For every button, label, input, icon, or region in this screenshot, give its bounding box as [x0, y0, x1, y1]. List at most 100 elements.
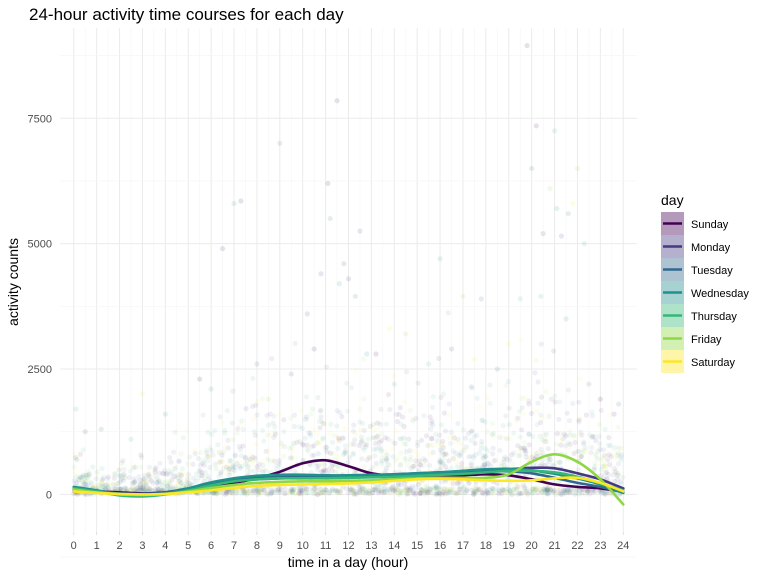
scatter-point [471, 491, 477, 497]
scatter-point [489, 431, 495, 438]
scatter-point [374, 434, 380, 440]
scatter-point [320, 468, 327, 474]
scatter-point [544, 487, 551, 493]
scatter-point [317, 425, 323, 431]
scatter-point [511, 487, 517, 493]
scatter-point [417, 486, 423, 492]
scatter-point [504, 489, 510, 495]
scatter-point [437, 460, 443, 466]
legend-item-thursday: Thursday [661, 304, 737, 327]
scatter-point [481, 461, 487, 467]
scatter-point [325, 180, 331, 187]
scatter-point [329, 486, 336, 492]
scatter-point [560, 436, 566, 442]
scatter-point [584, 487, 591, 494]
scatter-point [112, 486, 119, 492]
scatter-point [268, 490, 274, 496]
scatter-point [507, 489, 513, 496]
scatter-point [336, 489, 343, 495]
scatter-point [429, 442, 435, 448]
scatter-point [515, 484, 521, 490]
scatter-point [103, 482, 109, 488]
scatter-point [315, 451, 321, 457]
scatter-point [540, 231, 546, 237]
scatter-point [319, 461, 325, 467]
scatter-point [146, 484, 152, 490]
scatter-point [112, 471, 118, 477]
scatter-point [543, 431, 550, 437]
scatter-point [327, 450, 334, 456]
scatter-point [342, 443, 349, 449]
scatter-point [584, 489, 590, 495]
scatter-point [561, 488, 567, 494]
scatter-point [513, 418, 520, 424]
scatter-point [99, 478, 105, 484]
scatter-point [372, 453, 378, 459]
scatter-point [327, 490, 333, 496]
scatter-point [422, 488, 428, 494]
scatter-point [193, 471, 200, 477]
scatter-point [304, 490, 310, 496]
scatter-point [320, 489, 326, 495]
scatter-point [543, 435, 549, 441]
scatter-point [180, 483, 186, 489]
scatter-point [259, 396, 266, 402]
x-tick-label: 19 [503, 540, 515, 552]
scatter-point [286, 488, 292, 494]
scatter-point [441, 487, 447, 493]
scatter-point [99, 476, 106, 482]
scatter-point [271, 434, 277, 441]
scatter-point [418, 437, 425, 444]
scatter-point [288, 487, 294, 493]
scatter-point [302, 416, 308, 422]
scatter-point [359, 484, 365, 490]
scatter-point [459, 460, 465, 466]
scatter-point [80, 479, 86, 485]
scatter-point [558, 491, 564, 497]
scatter-point [99, 482, 105, 488]
scatter-point [359, 486, 365, 492]
scatter-point [148, 478, 155, 484]
scatter-point [407, 457, 414, 463]
scatter-point [213, 491, 219, 497]
scatter-point [422, 491, 428, 497]
scatter-point [449, 456, 455, 462]
scatter-point [272, 458, 278, 464]
scatter-point [327, 430, 333, 436]
scatter-point [132, 478, 139, 484]
scatter-point [407, 448, 413, 454]
scatter-point [139, 485, 145, 491]
scatter-point [398, 461, 404, 467]
scatter-point [564, 486, 570, 492]
scatter-point [220, 466, 226, 472]
scatter-point [216, 473, 222, 479]
scatter-point [427, 451, 434, 458]
legend-label: Sunday [691, 219, 729, 231]
scatter-point [471, 491, 477, 497]
scatter-point [229, 490, 236, 496]
scatter-point [618, 454, 624, 460]
scatter-point [331, 488, 337, 495]
scatter-point [237, 465, 243, 471]
scatter-point [216, 449, 223, 456]
scatter-point [402, 481, 408, 487]
scatter-point [517, 408, 523, 415]
scatter-point [469, 429, 475, 435]
scatter-point [475, 487, 482, 493]
scatter-point [265, 422, 272, 428]
scatter-point [563, 433, 569, 439]
scatter-point [241, 489, 247, 495]
scatter-point [521, 445, 528, 451]
scatter-point [143, 482, 149, 489]
scatter-point [603, 463, 609, 469]
scatter-point [535, 487, 541, 493]
scatter-point [587, 432, 593, 438]
legend-label: Friday [691, 334, 722, 346]
scatter-point [73, 406, 79, 412]
scatter-point [533, 123, 539, 129]
scatter-point [139, 391, 146, 397]
scatter-point [115, 486, 121, 493]
scatter-point [371, 446, 377, 453]
scatter-point [129, 480, 136, 486]
